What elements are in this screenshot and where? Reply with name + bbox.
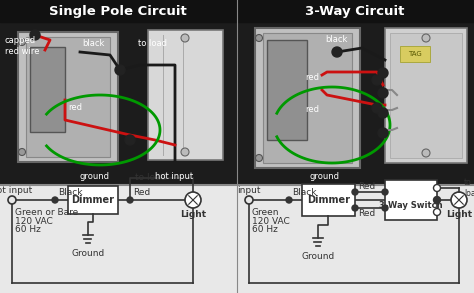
- Bar: [26, 37, 110, 157]
- Text: 60 Hz: 60 Hz: [252, 225, 278, 234]
- Text: Dimmer: Dimmer: [72, 195, 115, 205]
- Text: hot input: hot input: [155, 172, 193, 181]
- Circle shape: [181, 148, 189, 156]
- Text: ground: ground: [310, 172, 340, 181]
- Circle shape: [245, 196, 253, 204]
- Circle shape: [352, 205, 358, 211]
- Text: Red: Red: [358, 182, 375, 191]
- Text: hot input: hot input: [0, 186, 33, 195]
- Text: ground: ground: [80, 172, 110, 181]
- Text: Ground: Ground: [72, 249, 105, 258]
- Text: black: black: [82, 39, 104, 48]
- Circle shape: [286, 197, 292, 203]
- Text: Green or Bare: Green or Bare: [15, 208, 78, 217]
- Circle shape: [378, 128, 388, 138]
- Circle shape: [181, 34, 189, 42]
- Text: 120 VAC: 120 VAC: [252, 217, 290, 226]
- Bar: [255, 28, 360, 168]
- Bar: [0, 185, 474, 293]
- Circle shape: [185, 192, 201, 208]
- Circle shape: [378, 108, 388, 118]
- Text: Light: Light: [180, 210, 206, 219]
- Text: input: input: [237, 186, 261, 195]
- Bar: [302, 184, 355, 216]
- Text: TAG: TAG: [408, 51, 422, 57]
- Circle shape: [422, 34, 430, 42]
- Text: red: red: [305, 105, 319, 115]
- Circle shape: [127, 197, 133, 203]
- Bar: [0, 0, 237, 22]
- Text: capped
red wire: capped red wire: [5, 36, 39, 56]
- Circle shape: [8, 196, 16, 204]
- Text: red: red: [305, 74, 319, 83]
- Bar: [0, 0, 474, 185]
- Text: 120 VAC: 120 VAC: [15, 217, 53, 226]
- Bar: [68, 186, 118, 214]
- Text: to load: to load: [138, 39, 167, 48]
- Text: 3-Way Switch: 3-Way Switch: [379, 200, 443, 209]
- Circle shape: [378, 88, 388, 98]
- Text: 60 Hz: 60 Hz: [15, 225, 41, 234]
- Text: Green: Green: [252, 208, 280, 217]
- Text: 3-Way Circuit: 3-Way Circuit: [305, 4, 405, 18]
- Bar: [385, 180, 437, 220]
- Text: black: black: [325, 35, 347, 44]
- Text: red: red: [68, 103, 82, 113]
- Circle shape: [352, 189, 358, 195]
- Circle shape: [255, 35, 263, 42]
- Circle shape: [434, 185, 440, 192]
- Bar: [263, 33, 352, 163]
- Circle shape: [382, 205, 388, 211]
- Bar: [148, 30, 223, 160]
- Bar: [390, 33, 462, 158]
- Circle shape: [372, 103, 382, 113]
- Text: Light: Light: [446, 210, 472, 219]
- Text: Black: Black: [292, 188, 317, 197]
- Bar: [385, 28, 467, 163]
- Bar: [267, 40, 307, 140]
- Bar: [237, 0, 474, 22]
- Circle shape: [434, 209, 440, 215]
- Text: to
load: to load: [464, 178, 474, 198]
- Circle shape: [18, 149, 26, 156]
- Bar: [400, 46, 430, 62]
- Text: Red: Red: [133, 188, 150, 197]
- Circle shape: [18, 38, 26, 45]
- Circle shape: [255, 154, 263, 161]
- Circle shape: [372, 75, 382, 85]
- Text: Red: Red: [358, 209, 375, 218]
- Text: Ground: Ground: [301, 252, 335, 261]
- Circle shape: [378, 68, 388, 78]
- Circle shape: [52, 197, 58, 203]
- Circle shape: [125, 135, 135, 145]
- Circle shape: [382, 189, 388, 195]
- Text: to load: to load: [135, 173, 166, 183]
- Circle shape: [115, 65, 125, 75]
- Text: Dimmer: Dimmer: [307, 195, 350, 205]
- Text: Single Pole Circuit: Single Pole Circuit: [49, 4, 187, 18]
- Circle shape: [451, 192, 467, 208]
- Circle shape: [30, 30, 40, 40]
- Bar: [18, 32, 118, 162]
- Circle shape: [434, 197, 440, 204]
- Circle shape: [332, 47, 342, 57]
- Circle shape: [422, 149, 430, 157]
- Bar: [30, 47, 65, 132]
- Text: Black: Black: [58, 188, 82, 197]
